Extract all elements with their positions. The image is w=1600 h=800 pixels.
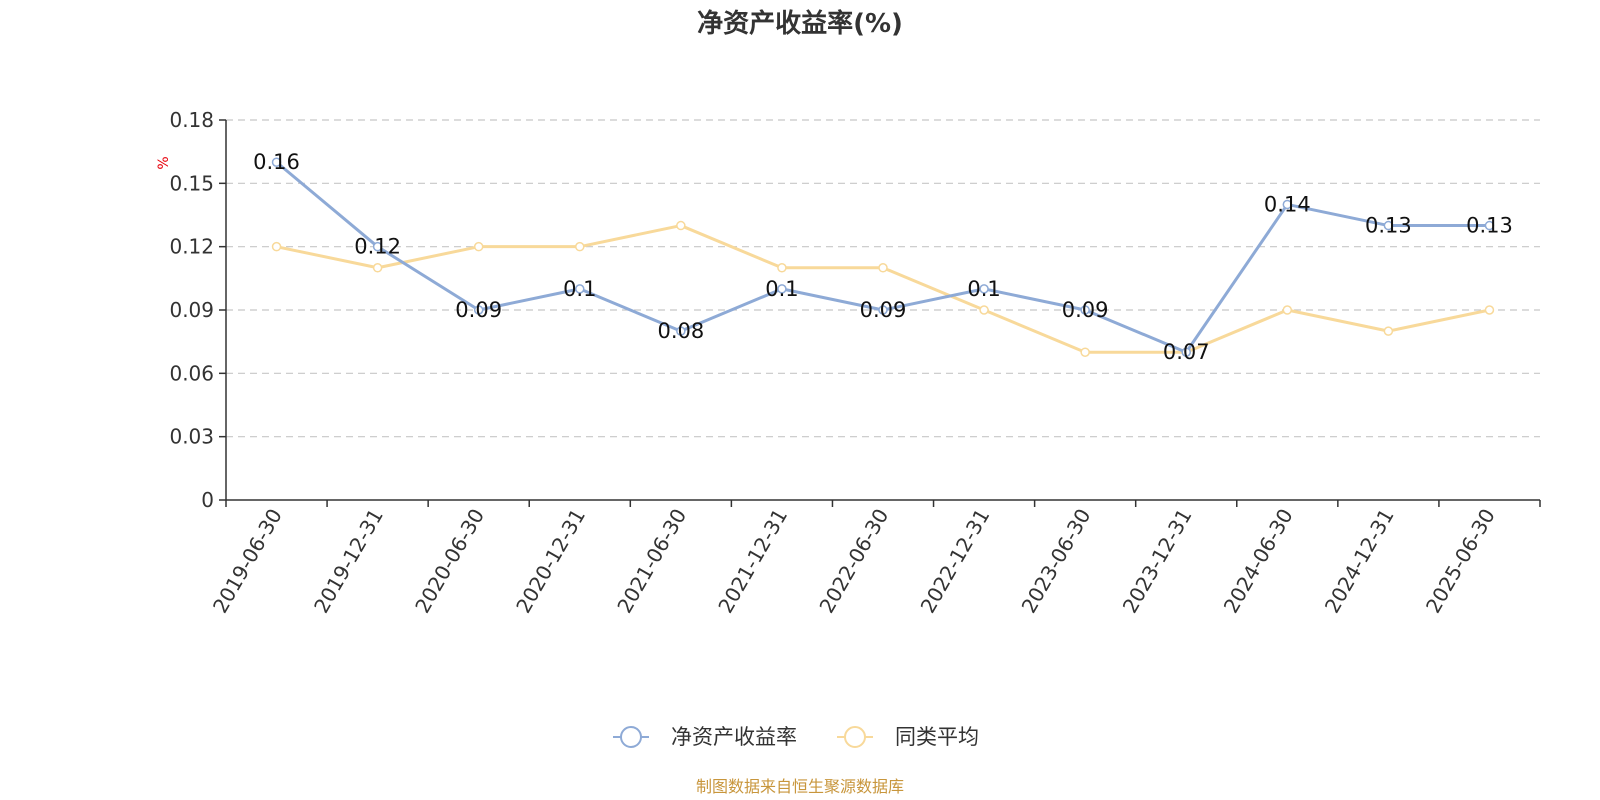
data-point[interactable] bbox=[1181, 347, 1191, 357]
y-axis-unit: % bbox=[156, 156, 172, 169]
data-point[interactable] bbox=[1484, 220, 1495, 231]
x-tick-label: 2025-06-30 bbox=[1421, 505, 1500, 618]
legend-label-roe: 净资产收益率 bbox=[671, 725, 797, 749]
data-point[interactable] bbox=[575, 241, 585, 252]
y-tick-label: 0.06 bbox=[169, 361, 214, 385]
chart-title: 净资产收益率(%) bbox=[697, 8, 903, 39]
data-point[interactable] bbox=[1282, 199, 1293, 210]
data-point[interactable] bbox=[1080, 305, 1090, 315]
x-tick-label: 2024-12-31 bbox=[1320, 505, 1399, 618]
x-tick-label: 2021-06-30 bbox=[612, 505, 691, 618]
data-point[interactable] bbox=[1080, 347, 1090, 357]
data-point[interactable] bbox=[878, 263, 888, 273]
data-point[interactable] bbox=[1383, 220, 1394, 231]
data-label: 0.09 bbox=[1062, 298, 1109, 322]
x-tick-label: 2021-12-31 bbox=[713, 505, 792, 618]
series-line-0 bbox=[275, 161, 1490, 354]
data-label: 0.09 bbox=[860, 298, 907, 322]
y-tick-label: 0.12 bbox=[169, 235, 214, 259]
data-label: 0.1 bbox=[765, 277, 798, 301]
x-tick-label: 2022-12-31 bbox=[916, 505, 995, 618]
y-tick-label: 0.15 bbox=[169, 171, 214, 195]
data-point[interactable] bbox=[271, 241, 282, 252]
data-label: 0.09 bbox=[455, 298, 502, 322]
data-point[interactable] bbox=[979, 305, 989, 315]
series-line-1 bbox=[276, 224, 1490, 354]
y-tick-label: 0.03 bbox=[169, 425, 214, 449]
data-source-note: 制图数据来自恒生聚源数据库 bbox=[696, 777, 904, 796]
x-tick-label: 2020-06-30 bbox=[410, 505, 489, 618]
data-label: 0.08 bbox=[657, 319, 704, 343]
axes: 0 0.03 0.06 0.09 0.12 0.15 0.18 2019-06-30 2019-… bbox=[169, 108, 1541, 618]
data-point[interactable] bbox=[271, 157, 282, 167]
x-tick-label: 2023-06-30 bbox=[1017, 505, 1096, 618]
data-point[interactable] bbox=[473, 241, 484, 252]
legend[interactable]: 净资产收益率 同类平均 bbox=[613, 725, 979, 749]
data-point[interactable] bbox=[676, 220, 686, 231]
data-label: 0.16 bbox=[253, 150, 300, 174]
data-label: 0.1 bbox=[967, 277, 1000, 301]
x-tick-label: 2024-06-30 bbox=[1219, 505, 1298, 618]
data-point[interactable] bbox=[979, 284, 989, 294]
data-point[interactable] bbox=[473, 305, 484, 315]
series-lines bbox=[271, 157, 1495, 357]
legend-marker-roe bbox=[620, 726, 642, 748]
x-tick-label: 2020-12-31 bbox=[511, 505, 590, 618]
y-tick-label: 0.09 bbox=[169, 298, 214, 322]
data-point[interactable] bbox=[372, 263, 383, 273]
legend-marker-peer-average bbox=[844, 726, 866, 748]
y-tick-label: 0.18 bbox=[169, 108, 214, 132]
x-tick-label: 2022-06-30 bbox=[814, 505, 893, 618]
data-labels: 0.16 0.12 0.09 0.1 0.08 0.1 0.09 0.1 0.09 0.07 0.1… bbox=[253, 150, 1513, 364]
legend-label-peer-average: 同类平均 bbox=[895, 725, 979, 749]
x-tick-label: 2019-12-31 bbox=[309, 505, 388, 618]
data-point[interactable] bbox=[1484, 305, 1495, 315]
data-point[interactable] bbox=[575, 284, 585, 294]
data-label: 0.14 bbox=[1264, 192, 1311, 216]
grid-lines bbox=[226, 119, 1540, 438]
data-point[interactable] bbox=[878, 305, 888, 315]
data-point[interactable] bbox=[372, 241, 383, 252]
data-point[interactable] bbox=[1282, 305, 1293, 315]
x-tick-label: 2019-06-30 bbox=[208, 505, 287, 618]
data-point[interactable] bbox=[777, 263, 787, 273]
data-point[interactable] bbox=[777, 284, 787, 294]
x-tick-label: 2023-12-31 bbox=[1118, 505, 1197, 618]
data-point[interactable] bbox=[1383, 326, 1394, 336]
data-label: 0.13 bbox=[1466, 214, 1513, 238]
legend-item-roe[interactable]: 净资产收益率 bbox=[613, 725, 797, 749]
data-point[interactable] bbox=[676, 326, 686, 336]
data-label: 0.1 bbox=[563, 277, 596, 301]
y-tick-label: 0 bbox=[201, 488, 214, 512]
data-label: 0.07 bbox=[1163, 340, 1210, 364]
data-label: 0.13 bbox=[1365, 214, 1412, 238]
legend-item-peer-average[interactable]: 同类平均 bbox=[837, 725, 979, 749]
data-label: 0.12 bbox=[354, 235, 401, 259]
